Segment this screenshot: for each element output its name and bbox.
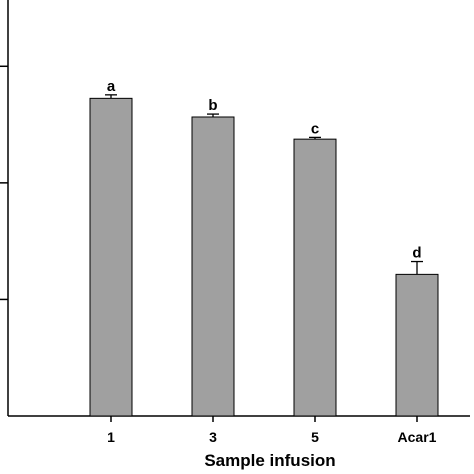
bars: a b c d <box>89 78 439 417</box>
x-axis-title: Sample infusion <box>204 451 335 470</box>
bar-3 <box>191 116 235 417</box>
bar-5 <box>293 138 337 417</box>
x-tick-label-3: 3 <box>209 429 217 445</box>
significance-label-1: a <box>107 78 116 95</box>
bar-Acar1 <box>395 273 439 417</box>
x-ticks: 1 3 5 Acar1 <box>107 416 437 445</box>
x-tick-label-1: 1 <box>107 429 115 445</box>
bar-1 <box>89 97 133 417</box>
significance-label-5: c <box>311 120 319 137</box>
x-tick-label-Acar1: Acar1 <box>398 429 437 445</box>
y-ticks <box>0 65 8 301</box>
significance-label-Acar1: d <box>412 245 421 262</box>
significance-label-3: b <box>208 97 217 114</box>
x-tick-label-5: 5 <box>311 429 319 445</box>
chart-axes <box>7 0 470 417</box>
